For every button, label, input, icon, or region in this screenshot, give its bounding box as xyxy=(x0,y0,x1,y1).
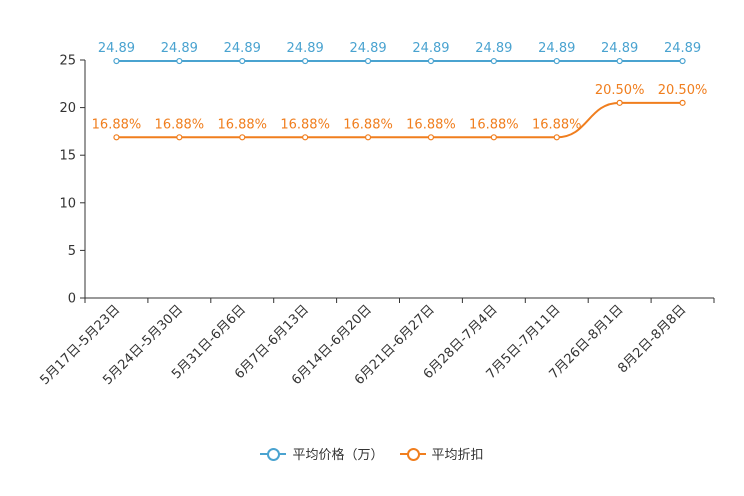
data-point xyxy=(427,134,435,141)
legend-item-price[interactable]: 平均价格（万） xyxy=(260,444,384,463)
data-point xyxy=(490,134,497,141)
legend-marker-icon xyxy=(399,447,426,461)
y-tick-label: 15 xyxy=(59,149,76,164)
data-label: 20.50% xyxy=(658,83,708,98)
data-label: 16.88% xyxy=(343,117,393,132)
y-tick-label: 10 xyxy=(59,196,76,211)
y-tick-label: 20 xyxy=(59,101,76,116)
series-1: 16.88% 16.88% 16.88% 16.88% 16.88% 16.88% 16.8… xyxy=(92,83,708,141)
data-point xyxy=(679,99,686,106)
data-point xyxy=(427,57,435,65)
data-point xyxy=(239,57,246,65)
chart-series: 24.89 24.89 24.89 24.89 24.89 24.89 24.89 24.89… xyxy=(92,41,708,141)
data-label: 16.88% xyxy=(406,117,456,132)
y-tick-label: 0 xyxy=(68,292,76,307)
series-line xyxy=(116,101,683,139)
data-label: 24.89 xyxy=(412,41,449,56)
data-label: 24.89 xyxy=(664,41,701,56)
y-tick-label: 25 xyxy=(59,54,76,69)
data-label: 24.89 xyxy=(287,41,324,56)
data-point xyxy=(176,134,183,141)
legend-label: 平均价格（万） xyxy=(292,448,384,463)
data-point xyxy=(113,134,120,141)
data-label: 16.88% xyxy=(92,117,142,132)
data-point xyxy=(616,99,623,106)
data-label: 24.89 xyxy=(98,41,135,56)
data-point xyxy=(239,134,246,141)
line-chart: 05101520255月17日-5月23日5月24日-5月30日5月31日-6月… xyxy=(37,41,715,388)
chart-legend: 平均价格（万） 平均折扣 xyxy=(0,444,744,463)
data-point xyxy=(679,57,686,65)
data-label: 24.89 xyxy=(475,41,512,56)
data-point xyxy=(553,134,560,141)
y-tick-label: 5 xyxy=(68,244,76,259)
data-point xyxy=(616,57,623,65)
data-label: 24.89 xyxy=(601,41,638,56)
data-point xyxy=(553,57,560,65)
data-label: 16.88% xyxy=(469,117,519,132)
legend-item-discount[interactable]: 平均折扣 xyxy=(399,444,484,463)
data-point xyxy=(364,57,372,65)
data-label: 24.89 xyxy=(538,41,575,56)
x-tick-label: 8月2日-8月8日 xyxy=(615,302,689,376)
data-label: 16.88% xyxy=(155,117,205,132)
series-0: 24.89 24.89 24.89 24.89 24.89 24.89 24.89 24.89… xyxy=(98,41,701,65)
data-point xyxy=(364,134,372,141)
data-point xyxy=(302,134,309,141)
data-label: 24.89 xyxy=(224,41,261,56)
data-point xyxy=(302,57,309,65)
data-label: 20.50% xyxy=(595,83,645,98)
data-label: 24.89 xyxy=(161,41,198,56)
data-label: 24.89 xyxy=(349,41,386,56)
data-label: 16.88% xyxy=(280,117,330,132)
data-point xyxy=(490,57,497,65)
data-point xyxy=(176,57,183,65)
data-point xyxy=(113,57,120,65)
legend-marker-icon xyxy=(260,447,287,461)
legend-label: 平均折扣 xyxy=(431,448,484,463)
data-label: 16.88% xyxy=(217,117,267,132)
data-label: 16.88% xyxy=(532,117,582,132)
